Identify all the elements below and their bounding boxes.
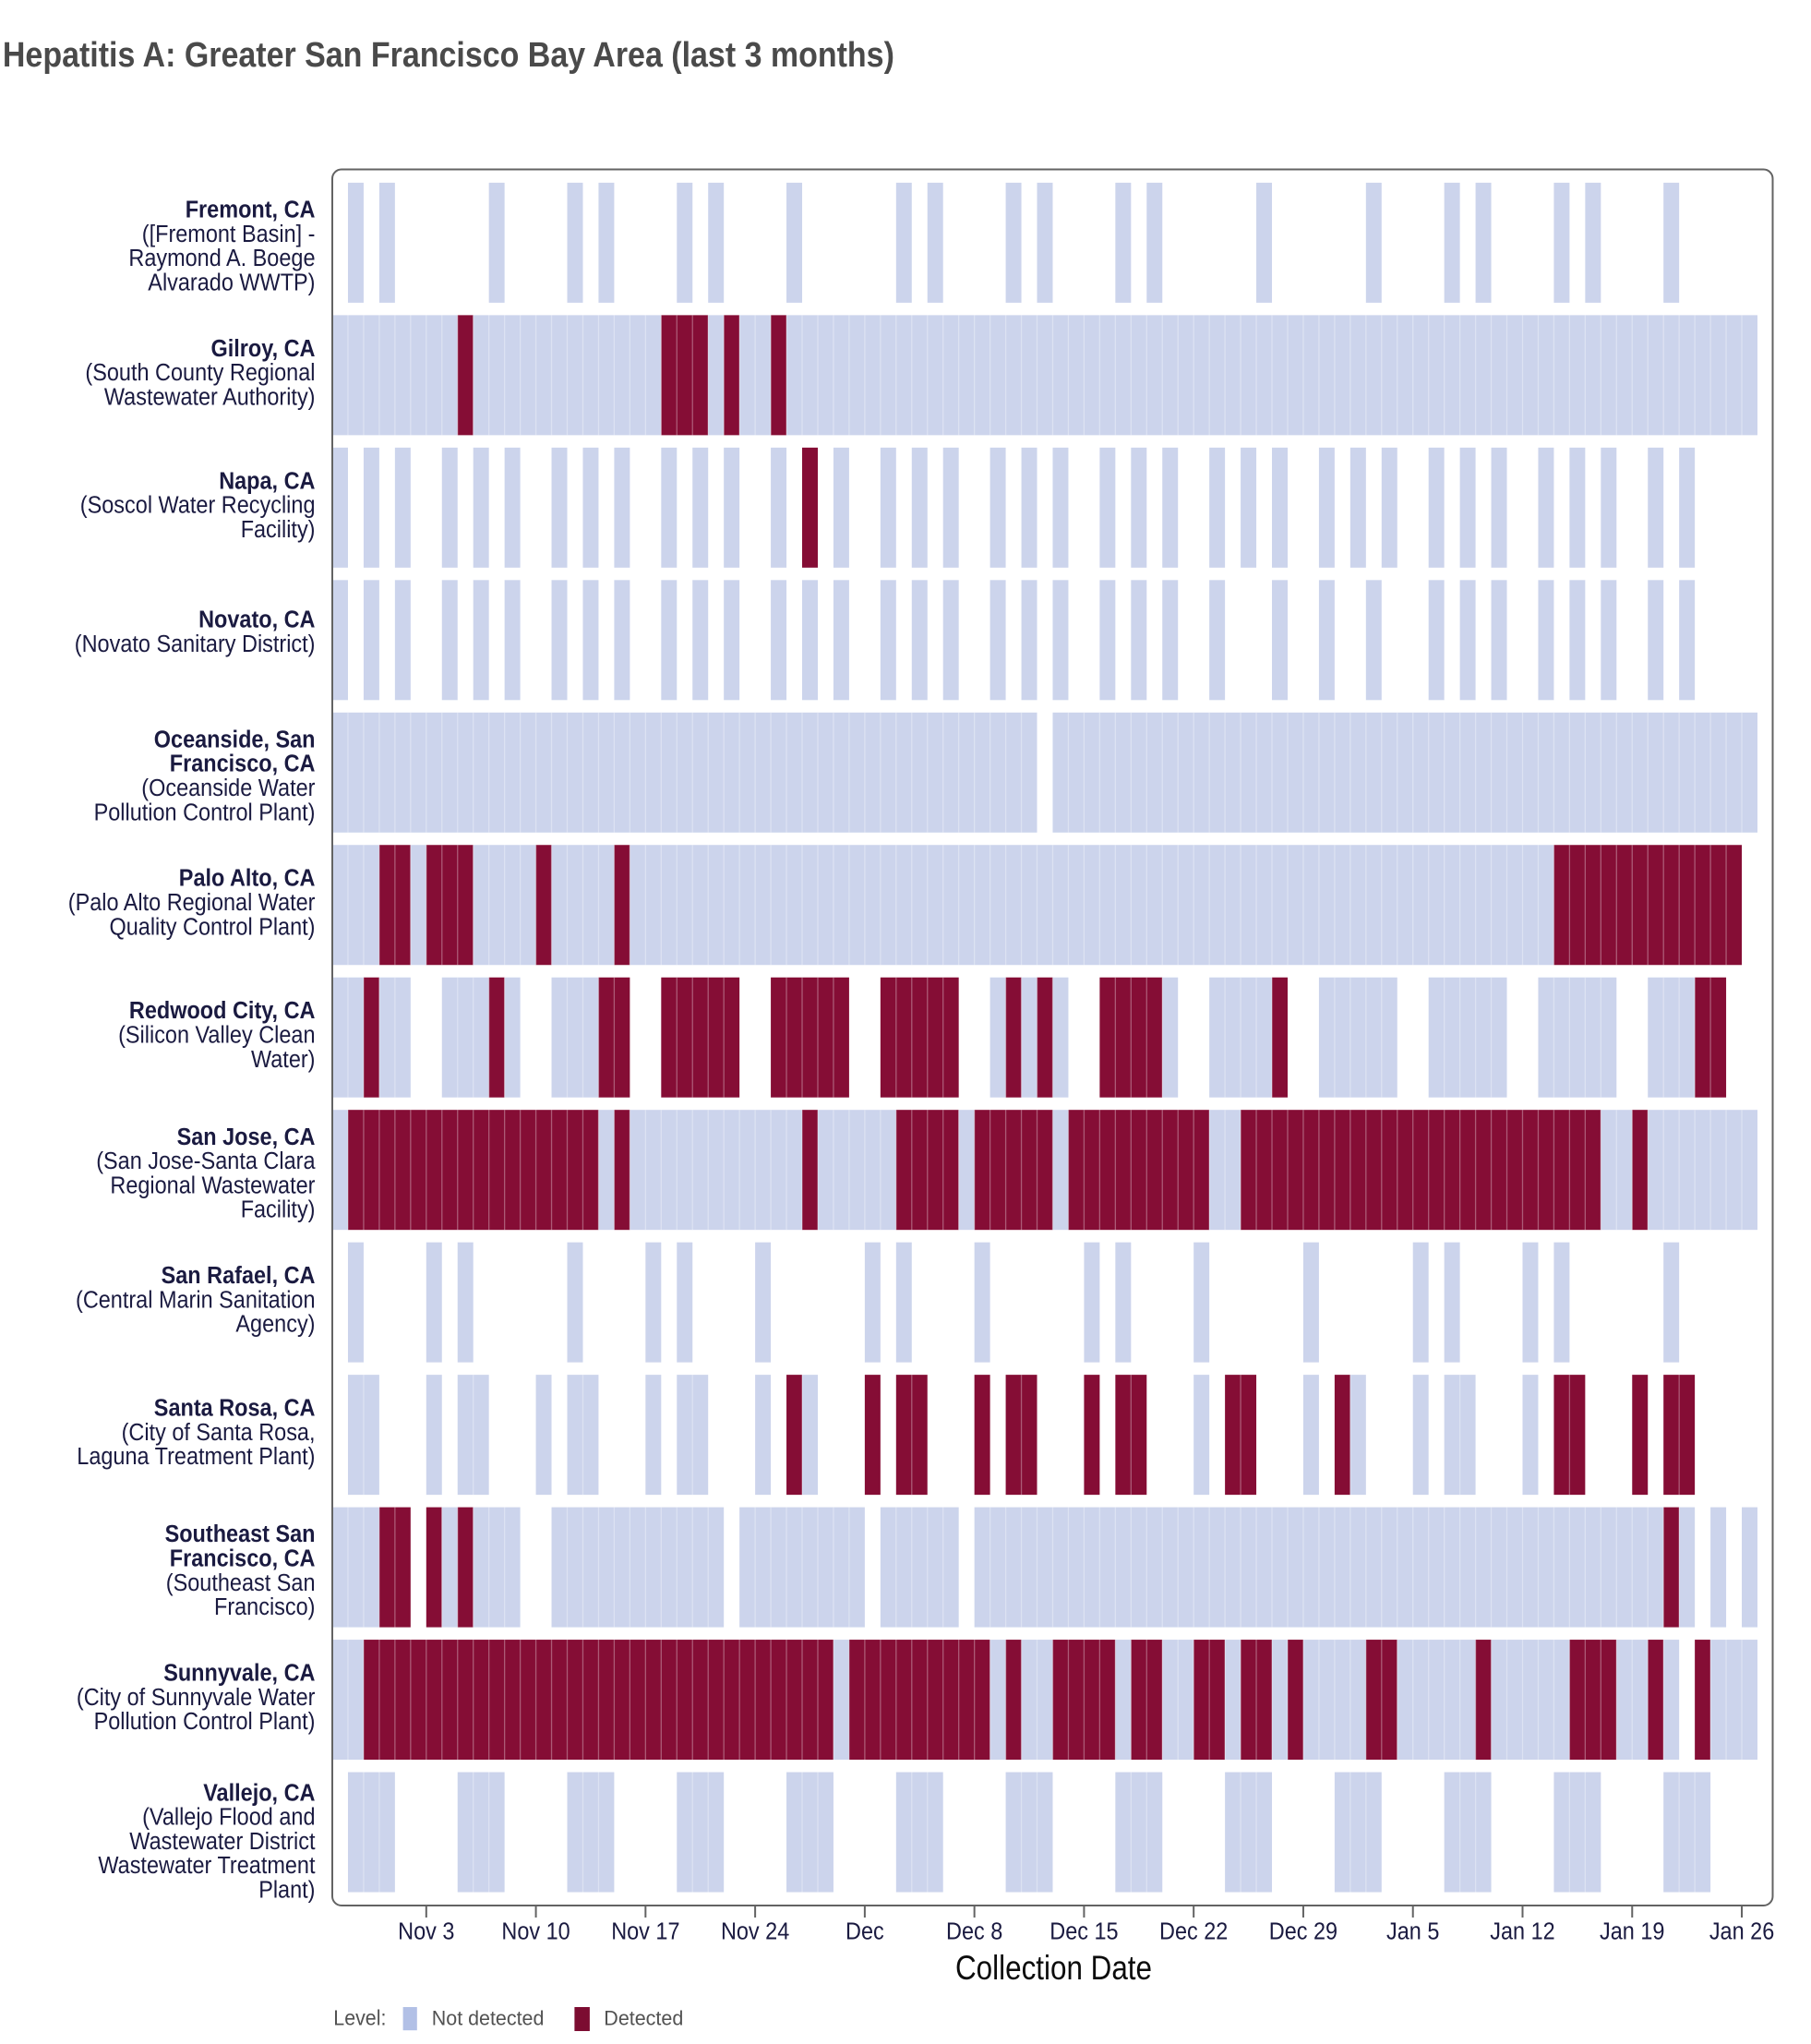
svg-text:Quality Control Plant): Quality Control Plant) xyxy=(110,914,316,940)
svg-text:Dec 8: Dec 8 xyxy=(946,1919,1002,1945)
svg-text:Dec 15: Dec 15 xyxy=(1049,1919,1118,1945)
svg-text:Francisco, CA: Francisco, CA xyxy=(170,751,316,777)
svg-text:Nov 10: Nov 10 xyxy=(501,1919,570,1945)
svg-text:Dec 22: Dec 22 xyxy=(1159,1919,1228,1945)
svg-text:(South County Regional: (South County Regional xyxy=(85,360,315,386)
svg-text:San Jose, CA: San Jose, CA xyxy=(177,1124,316,1150)
svg-text:Dec 29: Dec 29 xyxy=(1269,1919,1337,1945)
svg-text:Pollution Control Plant): Pollution Control Plant) xyxy=(94,1709,316,1735)
svg-text:(San Jose-Santa Clara: (San Jose-Santa Clara xyxy=(96,1148,316,1174)
svg-text:(Silicon Valley Clean: (Silicon Valley Clean xyxy=(118,1022,315,1048)
svg-text:Detected: Detected xyxy=(604,2007,683,2030)
svg-text:San Rafael, CA: San Rafael, CA xyxy=(162,1263,316,1289)
svg-text:Redwood City, CA: Redwood City, CA xyxy=(129,998,316,1024)
svg-text:Wastewater Treatment: Wastewater Treatment xyxy=(98,1853,315,1879)
svg-text:(City of Sunnyvale Water: (City of Sunnyvale Water xyxy=(77,1685,316,1711)
svg-text:Francisco): Francisco) xyxy=(214,1594,316,1620)
svg-text:([Fremont Basin] -: ([Fremont Basin] - xyxy=(142,222,316,247)
svg-text:Novato, CA: Novato, CA xyxy=(198,607,315,633)
svg-text:Napa, CA: Napa, CA xyxy=(219,468,315,494)
svg-text:Francisco, CA: Francisco, CA xyxy=(170,1546,316,1572)
svg-text:Facility): Facility) xyxy=(241,517,316,543)
svg-text:Alvarado WWTP): Alvarado WWTP) xyxy=(148,270,315,295)
svg-text:Pollution Control Plant): Pollution Control Plant) xyxy=(94,800,316,825)
svg-text:Jan 12: Jan 12 xyxy=(1490,1919,1554,1945)
svg-text:(Novato Sanitary District): (Novato Sanitary District) xyxy=(75,631,316,657)
svg-text:Facility): Facility) xyxy=(241,1197,316,1223)
svg-text:Southeast San: Southeast San xyxy=(165,1521,316,1547)
svg-text:Fremont, CA: Fremont, CA xyxy=(186,198,316,223)
svg-text:(Southeast San: (Southeast San xyxy=(166,1570,316,1596)
svg-text:Jan 26: Jan 26 xyxy=(1709,1919,1774,1945)
svg-text:Jan 19: Jan 19 xyxy=(1600,1919,1664,1945)
svg-text:Santa Rosa, CA: Santa Rosa, CA xyxy=(154,1396,316,1422)
svg-text:(Palo Alto Regional Water: (Palo Alto Regional Water xyxy=(68,890,316,916)
svg-text:(Oceanside Water: (Oceanside Water xyxy=(141,776,316,801)
svg-text:Regional Wastewater: Regional Wastewater xyxy=(110,1172,316,1198)
svg-text:Raymond A. Boege: Raymond A. Boege xyxy=(128,246,315,271)
svg-text:Collection Date: Collection Date xyxy=(955,1949,1152,1987)
svg-text:Nov 24: Nov 24 xyxy=(721,1919,789,1945)
svg-text:Vallejo, CA: Vallejo, CA xyxy=(203,1780,315,1806)
svg-text:Sunnyvale, CA: Sunnyvale, CA xyxy=(163,1661,315,1687)
svg-text:Plant): Plant) xyxy=(258,1877,315,1903)
svg-text:Nov 3: Nov 3 xyxy=(398,1919,454,1945)
svg-text:Level:: Level: xyxy=(333,2005,386,2029)
svg-text:Not detected: Not detected xyxy=(432,2007,545,2030)
svg-text:Jan 5: Jan 5 xyxy=(1386,1919,1439,1945)
svg-text:Water): Water) xyxy=(251,1047,316,1073)
svg-text:Laguna Treatment Plant): Laguna Treatment Plant) xyxy=(77,1444,315,1470)
svg-text:(Soscol Water Recycling: (Soscol Water Recycling xyxy=(80,493,316,519)
svg-text:(Vallejo Flood and: (Vallejo Flood and xyxy=(142,1805,315,1831)
svg-text:Oceanside, San: Oceanside, San xyxy=(154,727,316,752)
svg-text:Agency): Agency) xyxy=(235,1312,315,1338)
svg-text:Dec: Dec xyxy=(846,1919,884,1945)
svg-text:Palo Alto, CA: Palo Alto, CA xyxy=(179,866,316,892)
svg-text:Nov 17: Nov 17 xyxy=(611,1919,679,1945)
svg-text:Wastewater Authority): Wastewater Authority) xyxy=(104,384,316,410)
svg-text:Gilroy, CA: Gilroy, CA xyxy=(211,336,316,362)
svg-text:(City of Santa Rosa,: (City of Santa Rosa, xyxy=(122,1420,316,1446)
svg-text:Wastewater District: Wastewater District xyxy=(129,1829,315,1855)
svg-text:(Central Marin Sanitation: (Central Marin Sanitation xyxy=(76,1287,316,1313)
svg-text:Hepatitis A: Greater San Franc: Hepatitis A: Greater San Francisco Bay A… xyxy=(3,36,894,75)
